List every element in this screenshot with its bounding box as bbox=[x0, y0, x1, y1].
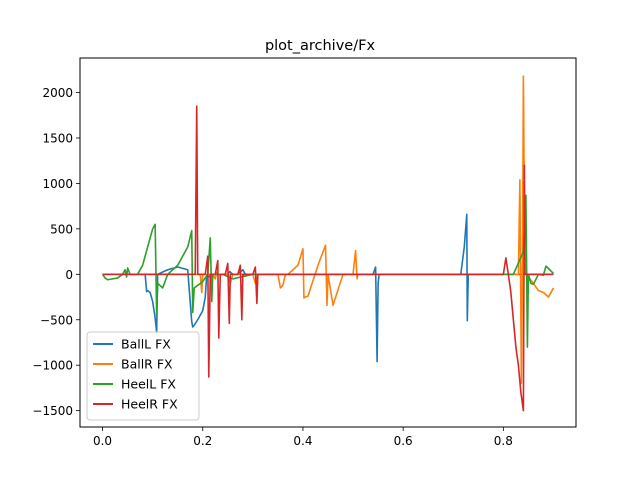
x-axis: 0.0 0.2 0.4 0.6 0.8 bbox=[93, 427, 513, 448]
y-axis: −1500 −1000 −500 0 500 1000 1500 2000 bbox=[32, 86, 80, 418]
chart-title: plot_archive/Fx bbox=[265, 38, 375, 54]
legend-label-2: HeelL FX bbox=[121, 377, 176, 392]
axes-frame bbox=[79, 57, 577, 428]
x-tick-label-4: 0.8 bbox=[494, 434, 513, 448]
x-tick-label-3: 0.6 bbox=[394, 434, 413, 448]
y-tick-label-0: −1500 bbox=[32, 404, 73, 418]
series-layer bbox=[101, 75, 555, 412]
y-tick-label-7: 2000 bbox=[42, 86, 73, 100]
y-tick-label-3: 0 bbox=[65, 268, 73, 282]
series-line-3 bbox=[102, 105, 554, 412]
legend-label-1: BallR FX bbox=[121, 357, 173, 372]
y-tick-label-6: 1500 bbox=[42, 131, 73, 145]
y-tick-label-2: −500 bbox=[40, 313, 73, 327]
y-tick-label-4: 500 bbox=[50, 222, 73, 236]
x-tick-label-0: 0.0 bbox=[93, 434, 112, 448]
y-tick-label-5: 1000 bbox=[42, 177, 73, 191]
legend-label-3: HeelR FX bbox=[121, 397, 178, 412]
legend-box bbox=[86, 331, 200, 421]
plot-area: 0.0 0.2 0.4 0.6 0.8 −1500 −1000 −500 0 500 1000 15… bbox=[32, 57, 577, 448]
x-tick-label-1: 0.2 bbox=[193, 434, 212, 448]
x-tick-label-2: 0.4 bbox=[293, 434, 312, 448]
legend-label-0: BallL FX bbox=[121, 337, 171, 352]
legend: BallL FX BallR FX HeelL FX HeelR FX bbox=[86, 331, 200, 421]
y-tick-label-1: −1000 bbox=[32, 359, 73, 373]
